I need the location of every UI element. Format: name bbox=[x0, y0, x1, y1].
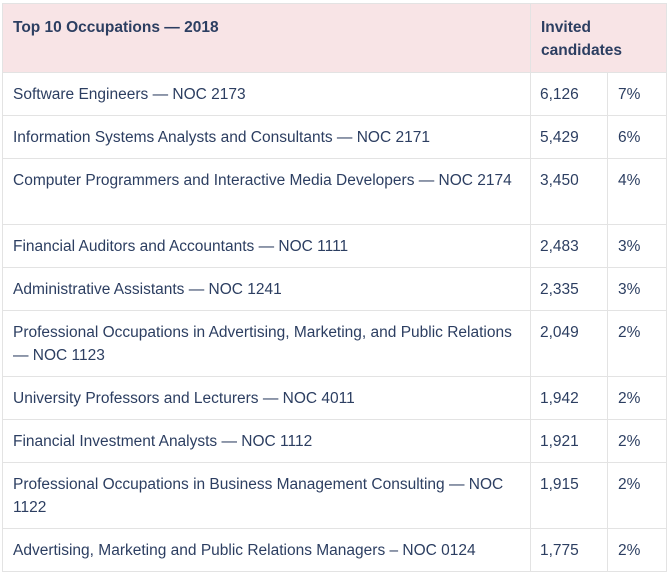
invited-count-cell: 2,049 bbox=[530, 310, 608, 377]
table-row: Financial Auditors and Accountants — NOC… bbox=[2, 224, 668, 268]
invited-count-cell: 2,483 bbox=[530, 224, 608, 268]
table-row: Professional Occupations in Business Man… bbox=[2, 462, 668, 529]
occupation-cell: Financial Auditors and Accountants — NOC… bbox=[2, 224, 531, 268]
occupations-table-container: Top 10 Occupations — 2018 Invited candid… bbox=[2, 3, 668, 572]
invited-percent-cell: 2% bbox=[606, 419, 668, 463]
occupation-cell: Professional Occupations in Business Man… bbox=[2, 462, 531, 529]
invited-percent-cell: 2% bbox=[606, 310, 668, 377]
table-row: Software Engineers — NOC 2173 6,126 7% bbox=[2, 72, 668, 116]
invited-percent-cell: 7% bbox=[606, 72, 668, 116]
occupation-cell: Administrative Assistants — NOC 1241 bbox=[2, 267, 531, 311]
occupation-cell: Professional Occupations in Advertising,… bbox=[2, 310, 531, 377]
invited-count-cell: 1,915 bbox=[530, 462, 608, 529]
occupation-cell: Computer Programmers and Interactive Med… bbox=[2, 158, 531, 225]
table-row: Advertising, Marketing and Public Relati… bbox=[2, 528, 668, 572]
invited-count-cell: 6,126 bbox=[530, 72, 608, 116]
table-header-row: Top 10 Occupations — 2018 Invited candid… bbox=[2, 3, 668, 73]
invited-percent-cell: 2% bbox=[606, 376, 668, 420]
table-row: Information Systems Analysts and Consult… bbox=[2, 115, 668, 159]
occupation-cell: Financial Investment Analysts — NOC 1112 bbox=[2, 419, 531, 463]
occupation-cell: Software Engineers — NOC 2173 bbox=[2, 72, 531, 116]
occupation-cell: Information Systems Analysts and Consult… bbox=[2, 115, 531, 159]
table-row: University Professors and Lecturers — NO… bbox=[2, 376, 668, 420]
invited-percent-cell: 2% bbox=[606, 462, 668, 529]
invited-percent-cell: 6% bbox=[606, 115, 668, 159]
invited-percent-cell: 3% bbox=[606, 224, 668, 268]
invited-percent-cell: 4% bbox=[606, 158, 668, 225]
invited-percent-cell: 3% bbox=[606, 267, 668, 311]
table-row: Professional Occupations in Advertising,… bbox=[2, 310, 668, 377]
invited-count-cell: 5,429 bbox=[530, 115, 608, 159]
invited-count-cell: 3,450 bbox=[530, 158, 608, 225]
top-occupations-table: Top 10 Occupations — 2018 Invited candid… bbox=[2, 3, 668, 572]
invited-count-cell: 1,775 bbox=[530, 528, 608, 572]
table-row: Computer Programmers and Interactive Med… bbox=[2, 158, 668, 225]
occupation-column-header: Top 10 Occupations — 2018 bbox=[2, 3, 531, 73]
invited-count-cell: 1,921 bbox=[530, 419, 608, 463]
invited-candidates-column-header: Invited candidates bbox=[529, 3, 668, 73]
table-row: Financial Investment Analysts — NOC 1112… bbox=[2, 419, 668, 463]
occupation-cell: University Professors and Lecturers — NO… bbox=[2, 376, 531, 420]
invited-count-cell: 2,335 bbox=[530, 267, 608, 311]
occupation-cell: Advertising, Marketing and Public Relati… bbox=[2, 528, 531, 572]
table-row: Administrative Assistants — NOC 1241 2,3… bbox=[2, 267, 668, 311]
invited-percent-cell: 2% bbox=[606, 528, 668, 572]
invited-count-cell: 1,942 bbox=[530, 376, 608, 420]
